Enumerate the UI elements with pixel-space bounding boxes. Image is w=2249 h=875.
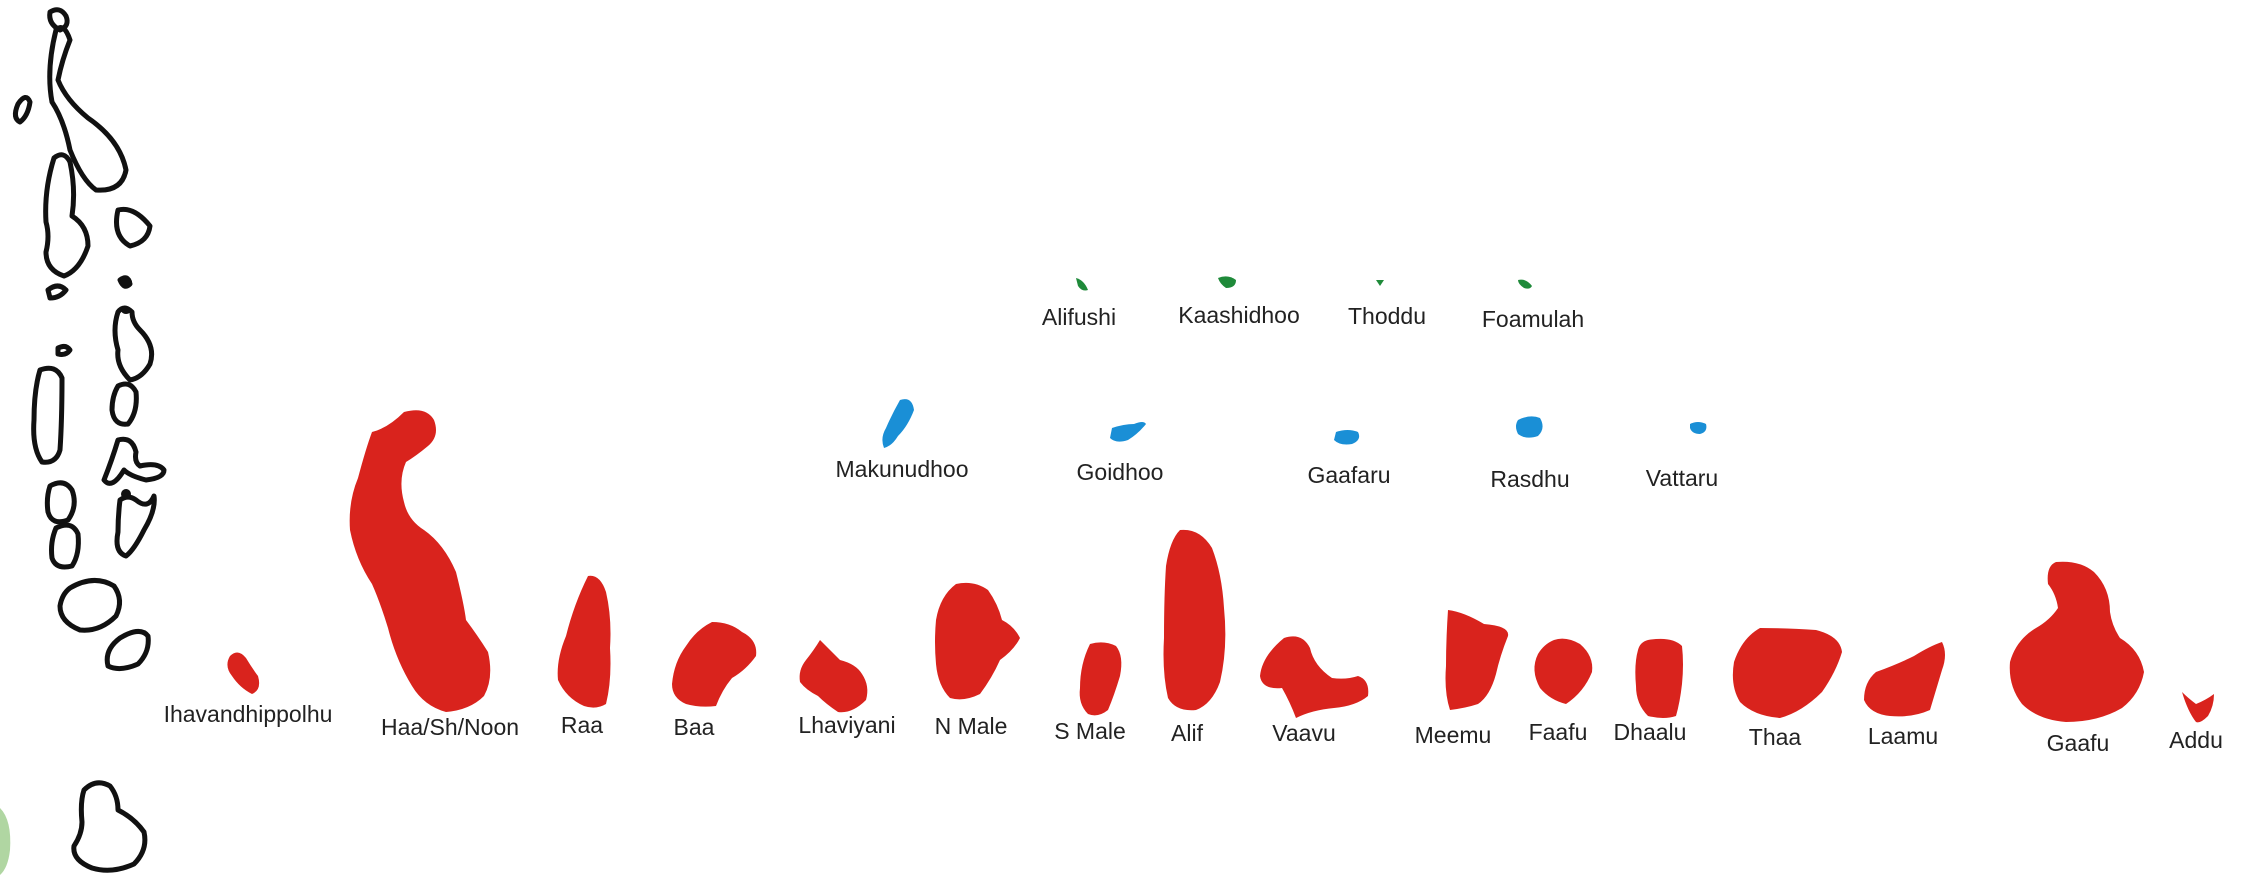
atoll-label-s-male: S Male (1054, 718, 1126, 744)
atoll-label-baa: Baa (673, 714, 715, 740)
atoll-shape-gaafu (2009, 561, 2144, 722)
outline-kolhumadulu (104, 629, 151, 672)
atoll-shape-baa (672, 622, 757, 707)
large-atolls-group (227, 410, 2214, 723)
island-shape-alifushi (1076, 278, 1088, 291)
atoll-shape-raa (557, 575, 611, 708)
atoll-label-n-male: N Male (934, 713, 1008, 739)
island-label-alifushi: Alifushi (1041, 304, 1117, 330)
corner-leaf-decoration (0, 808, 11, 875)
atoll-label-raa: Raa (560, 712, 604, 738)
outline-huvadhu (71, 780, 148, 873)
atoll-label-dhaalu: Dhaalu (1613, 719, 1687, 745)
island-label-kaashidhoo: Kaashidhoo (1178, 302, 1300, 328)
island-shape-thoddu (1376, 280, 1384, 286)
atoll-shape-n-male (935, 582, 1020, 700)
island-shape-kaashidhoo (1218, 276, 1236, 288)
outline-mulaku (114, 493, 157, 559)
outline-ari (44, 480, 77, 525)
atoll-shape-addu (2182, 692, 2214, 723)
atoll-shape-makunudhoo (882, 399, 914, 448)
atoll-label-vaavu: Vaavu (1272, 720, 1336, 746)
atoll-shape-alif (1163, 529, 1226, 711)
outline-shaviyani (43, 152, 91, 279)
small-atolls-group (882, 399, 1707, 448)
atoll-shape-thaa (1732, 628, 1842, 718)
atoll-shape-faafu (1534, 638, 1593, 704)
island-label-foamulah: Foamulah (1481, 306, 1585, 332)
outline-felidhoo (101, 436, 167, 486)
small-atoll-label-vattaru: Vattaru (1645, 465, 1719, 491)
outline-dot-1 (120, 278, 132, 286)
atoll-shape-goidhoo (1110, 422, 1146, 442)
atoll-label-laamu: Laamu (1867, 723, 1939, 749)
outline-nilandhe-north (49, 522, 81, 570)
atoll-shape-vaavu (1260, 636, 1369, 718)
outline-noonu-west (12, 95, 33, 125)
small-atoll-label-rasdhu: Rasdhu (1490, 466, 1570, 492)
outline-lhaviyani (114, 206, 153, 249)
small-atoll-label-makunudhoo: Makunudhoo (835, 456, 969, 482)
outline-small-reef (45, 283, 69, 301)
atoll-shape-ihavandhippolhu (227, 652, 260, 694)
outline-rasdhu (31, 365, 65, 465)
atoll-label-meemu: Meemu (1414, 722, 1492, 748)
island-shape-foamulah (1518, 279, 1532, 289)
atoll-label-lhaviyani: Lhaviyani (798, 712, 896, 738)
atoll-shape-rasdhu (1516, 416, 1543, 438)
atoll-label-ihavandhippolhu: Ihavandhippolhu (163, 701, 333, 727)
atoll-label-gaafu: Gaafu (2046, 730, 2110, 756)
atoll-shape-s-male (1079, 642, 1122, 716)
outline-south-male (109, 381, 139, 427)
atoll-label-haa-sh-noon: Haa/Sh/Noon (380, 714, 520, 740)
outline-gaafaru (55, 343, 73, 357)
outline-nilandhe-south (57, 578, 122, 633)
small-atoll-label-gaafaru: Gaafaru (1307, 462, 1391, 488)
small-atoll-label-goidhoo: Goidhoo (1076, 459, 1164, 485)
atoll-label-addu: Addu (2169, 727, 2223, 753)
atoll-shape-lhaviyani (799, 640, 868, 713)
outline-north-male (112, 305, 155, 383)
archipelago-outline-map (12, 7, 167, 873)
atoll-label-faafu: Faafu (1528, 719, 1588, 745)
atoll-shape-meemu (1445, 610, 1509, 710)
outline-dot-2 (121, 306, 131, 314)
atoll-shape-haa-sh-noon (349, 410, 491, 712)
island-label-thoddu: Thoddu (1347, 303, 1427, 329)
atoll-shape-vattaru (1690, 422, 1707, 434)
outline-ihavandhippolhu (47, 7, 70, 33)
outline-haa-alif (47, 25, 129, 193)
atoll-label-thaa: Thaa (1748, 724, 1802, 750)
outline-dot-3 (121, 489, 131, 499)
atoll-shape-laamu (1864, 642, 1945, 717)
atoll-shape-dhaalu (1635, 638, 1683, 718)
atoll-shape-gaafaru (1334, 430, 1360, 445)
islands-group (1076, 276, 1532, 291)
atoll-label-alif: Alif (1171, 720, 1203, 746)
